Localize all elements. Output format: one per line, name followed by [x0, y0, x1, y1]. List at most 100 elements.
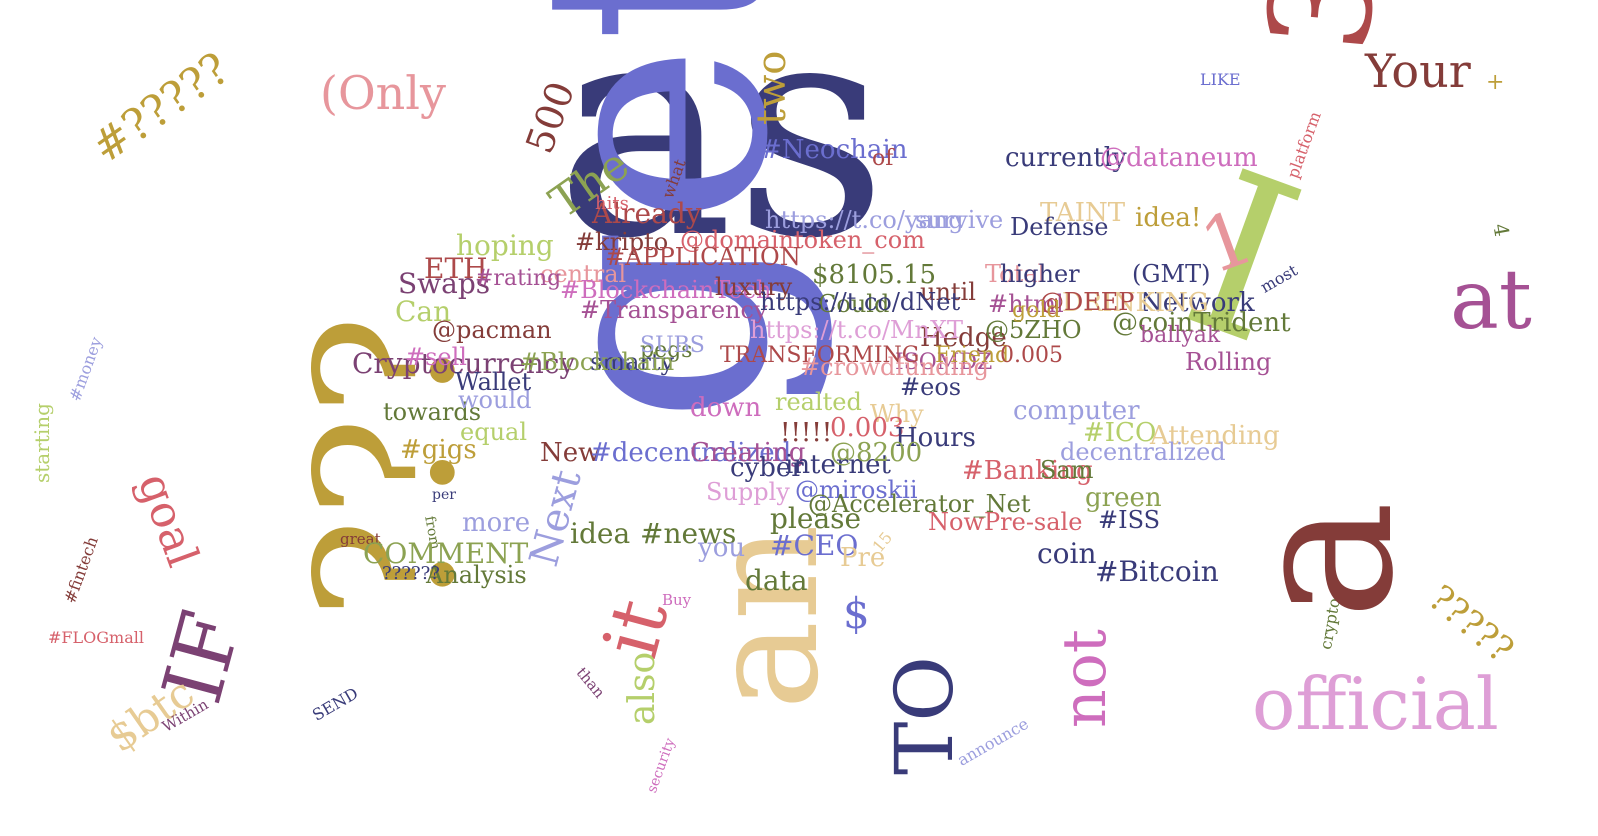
cloud-word: @miroskii — [795, 476, 918, 504]
cloud-word: #eos — [900, 373, 962, 401]
cloud-word: #money — [65, 334, 106, 404]
cloud-word: internet — [785, 450, 891, 480]
cloud-word: Defense — [1010, 213, 1109, 241]
cloud-word: down — [690, 393, 762, 423]
cloud-word: equal — [460, 418, 528, 446]
cloud-word: Pre — [840, 543, 886, 573]
cloud-word: Swaps — [398, 267, 491, 300]
cloud-word: #ICO — [1083, 418, 1157, 448]
cloud-word: (Only — [320, 66, 446, 120]
cloud-word: SEND — [309, 683, 362, 725]
cloud-word: Total — [985, 260, 1046, 288]
cloud-word: #fintech — [60, 533, 102, 606]
cloud-word: realted — [775, 388, 862, 416]
cloud-word: #Bitcoin — [1095, 555, 1219, 588]
cloud-word: $ — [843, 589, 870, 638]
cloud-word: Hedge — [920, 323, 1007, 353]
cloud-word: #FLOGmall — [48, 628, 144, 647]
cloud-word: SUBS — [640, 333, 705, 358]
cloud-word: #ISS — [1098, 506, 1161, 534]
cloud-word: per — [432, 487, 456, 503]
cloud-word: survive — [915, 206, 1004, 234]
cloud-word: Wallet — [455, 368, 532, 396]
cloud-word: ballyak — [1140, 323, 1221, 348]
cloud-word: Sam — [1040, 456, 1094, 484]
cloud-word: Supply — [706, 478, 790, 506]
cloud-word: $8105.15 — [812, 260, 937, 290]
cloud-word: #Transparency — [580, 296, 768, 324]
cloud-word: @coinTrident — [1112, 308, 1291, 338]
cloud-word: #BlockchainTech — [560, 276, 772, 304]
cloud-word: decentralized — [1060, 438, 1226, 466]
cloud-word: pegs — [640, 338, 693, 363]
cloud-word: central — [540, 260, 627, 288]
cloud-word: #Banking — [962, 456, 1093, 486]
cloud-word: great — [340, 530, 381, 548]
cloud-word: Why — [870, 400, 924, 428]
cloud-word: Friend — [935, 343, 1010, 368]
cloud-word: NowPre-sale — [928, 508, 1083, 536]
cloud-word: @pacman — [432, 316, 552, 344]
cloud-word: goal — [127, 466, 209, 574]
cloud-word: + — [1486, 70, 1505, 95]
cloud-word: data — [745, 564, 808, 597]
cloud-word: coin — [1037, 537, 1097, 570]
cloud-word: #decentralized — [590, 438, 792, 468]
cloud-word: 0.003 — [830, 413, 905, 443]
cloud-word: smarty — [590, 348, 675, 376]
cloud-word: idea — [570, 517, 631, 550]
cloud-word: https://t.co/yang — [765, 206, 964, 234]
cloud-word: https://t.co/MnXT — [750, 316, 964, 344]
cloud-word: Network — [1140, 288, 1255, 318]
cloud-word: luxury — [715, 273, 793, 301]
cloud-word: Your — [1365, 44, 1471, 98]
cloud-word: (GMT) — [1132, 260, 1211, 288]
cloud-word: #CEO — [770, 529, 859, 562]
cloud-word: COMMENT — [363, 537, 529, 570]
cloud-word: Attending — [1150, 421, 1280, 451]
cloud-word: TAINT — [1040, 198, 1126, 228]
cloud-word: #sell — [405, 343, 467, 371]
cloud-word: at — [1450, 253, 1532, 348]
cloud-word: @dataneum — [1100, 143, 1258, 173]
cloud-word: ?????? — [382, 563, 440, 584]
cloud-word: #APPLICATION — [605, 243, 801, 271]
cloud-word: gold — [1012, 298, 1061, 323]
cloud-word: @DEEP — [1040, 288, 1135, 316]
cloud-word: Can — [395, 295, 452, 328]
cloud-word: TRANSFORMING — [720, 343, 920, 368]
cloud-word: as — [555, 0, 888, 304]
cloud-word: Creating — [690, 438, 806, 468]
cloud-word: also — [622, 651, 663, 725]
cloud-word: ISOMDZ — [895, 350, 993, 375]
cloud-word: #Blockchain — [520, 348, 675, 376]
cloud-word: Analysis — [426, 561, 527, 589]
cloud-word: Cryptocurrency — [352, 347, 576, 380]
cloud-word: official — [1252, 662, 1499, 746]
cloud-word: towards — [383, 398, 482, 426]
cloud-word: please — [770, 502, 862, 535]
cloud-word: New — [540, 438, 601, 468]
cloud-word: until — [920, 278, 976, 306]
cloud-word: of — [872, 146, 894, 171]
cloud-word: than — [572, 663, 609, 702]
cloud-word: ETH — [424, 252, 488, 285]
cloud-word: two — [749, 50, 795, 125]
cloud-word: hoping — [456, 229, 554, 262]
cloud-word: 4 — [1488, 221, 1515, 239]
cloud-word: cyber — [730, 453, 804, 483]
cloud-word: more — [462, 508, 531, 538]
cloud-word: Buy — [662, 591, 692, 609]
cloud-word: 0.005 — [1000, 343, 1063, 368]
cloud-word: starting — [30, 403, 54, 483]
cloud-word: @Accelerator_Net — [808, 490, 1031, 518]
cloud-word: !!!!! — [780, 418, 833, 448]
cloud-word: higher — [1000, 260, 1080, 288]
cloud-word: #html — [988, 290, 1064, 318]
cloud-word: LIKE — [1200, 70, 1241, 89]
cloud-word: would — [458, 386, 532, 414]
cloud-word: currently — [1005, 143, 1127, 173]
cloud-word: #????? — [82, 42, 239, 174]
cloud-word: Could — [818, 290, 890, 318]
